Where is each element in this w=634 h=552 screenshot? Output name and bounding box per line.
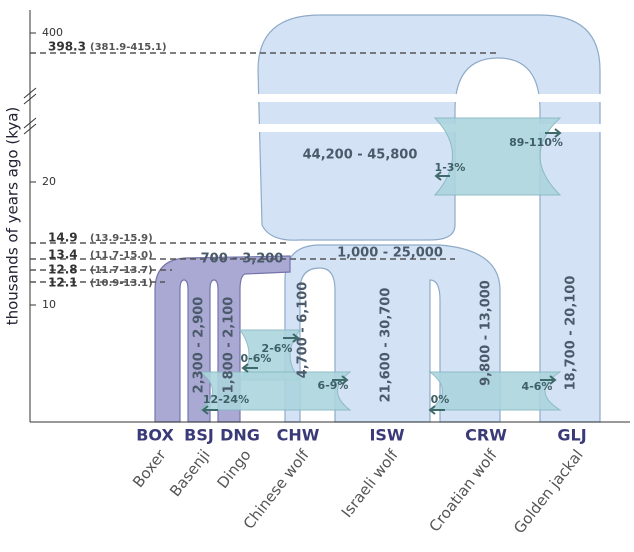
population-code: ISW xyxy=(369,426,404,445)
arrow xyxy=(540,375,557,385)
migration-rate: 2-6% xyxy=(262,342,293,355)
population-code: DNG xyxy=(220,426,260,445)
time-ci: (381.9-415.1) xyxy=(90,42,167,53)
population-code: BOX xyxy=(136,426,174,445)
time-ci: (13.9-15.9) xyxy=(90,233,153,244)
tick-label: 400 xyxy=(42,26,63,39)
migration-rate: 12-24% xyxy=(203,393,249,406)
time-ci: (11.7-15.0) xyxy=(90,250,153,261)
population-code: BSJ xyxy=(184,426,214,445)
time-value: 12.8 xyxy=(48,263,78,277)
axis-label: thousands of years ago (kya) xyxy=(4,107,22,326)
arrow xyxy=(283,333,300,343)
dog-ancestor xyxy=(154,255,291,423)
population-code: CHW xyxy=(277,426,320,445)
population-size: 44,200 - 45,800 xyxy=(303,148,418,163)
arrow xyxy=(241,363,258,373)
migration-rate: 4-6% xyxy=(522,380,553,393)
population-size: 4,700 - 6,100 xyxy=(296,282,311,379)
population-size: 2,300 - 2,900 xyxy=(192,297,207,394)
ancestral-population xyxy=(257,14,601,423)
population-size: 700 - 3,200 xyxy=(201,252,284,267)
time-value: 14.9 xyxy=(48,231,78,245)
population-name: Croatian wolf xyxy=(426,446,502,536)
migration-band xyxy=(433,117,562,196)
axis-break xyxy=(250,94,610,102)
population-name: Israeli wolf xyxy=(338,446,402,521)
arrow xyxy=(434,171,450,181)
population-name: Boxer xyxy=(129,446,170,491)
population-name: Dingo xyxy=(213,446,254,492)
time-value: 12.1 xyxy=(48,276,78,290)
arrow xyxy=(428,405,445,415)
axis-break xyxy=(250,124,610,132)
time-ci: (10.9-13.1) xyxy=(90,278,153,289)
migration-rate: 0% xyxy=(431,393,450,406)
population-size: 18,700 - 20,100 xyxy=(564,276,579,391)
tick-marks xyxy=(30,32,36,306)
time-ci: (11.7-13.7) xyxy=(90,265,153,276)
arrow xyxy=(545,128,562,138)
population-size: 9,800 - 13,000 xyxy=(479,280,494,386)
migration-rate: 0-6% xyxy=(241,352,272,365)
population-size: 21,600 - 30,700 xyxy=(379,288,394,403)
population-size: 1,800 - 2,100 xyxy=(222,297,237,394)
time-value: 13.4 xyxy=(48,248,78,262)
migration-rate: 89-110% xyxy=(509,136,563,149)
population-name: Basenji xyxy=(166,446,214,500)
arrow xyxy=(201,405,218,415)
time-value: 398.3 xyxy=(48,40,86,54)
population-code: CRW xyxy=(465,426,507,445)
population-code: GLJ xyxy=(557,426,586,445)
tick-label: 10 xyxy=(42,298,56,311)
migration-rate: 6-9% xyxy=(318,379,349,392)
tick-label: 20 xyxy=(42,175,56,188)
population-size: 1,000 - 25,000 xyxy=(337,246,443,261)
arrow xyxy=(332,375,349,385)
axis-break-mark xyxy=(23,87,37,135)
migration-rate: 1-3% xyxy=(435,161,466,174)
population-name: Golden jackal xyxy=(510,446,587,537)
